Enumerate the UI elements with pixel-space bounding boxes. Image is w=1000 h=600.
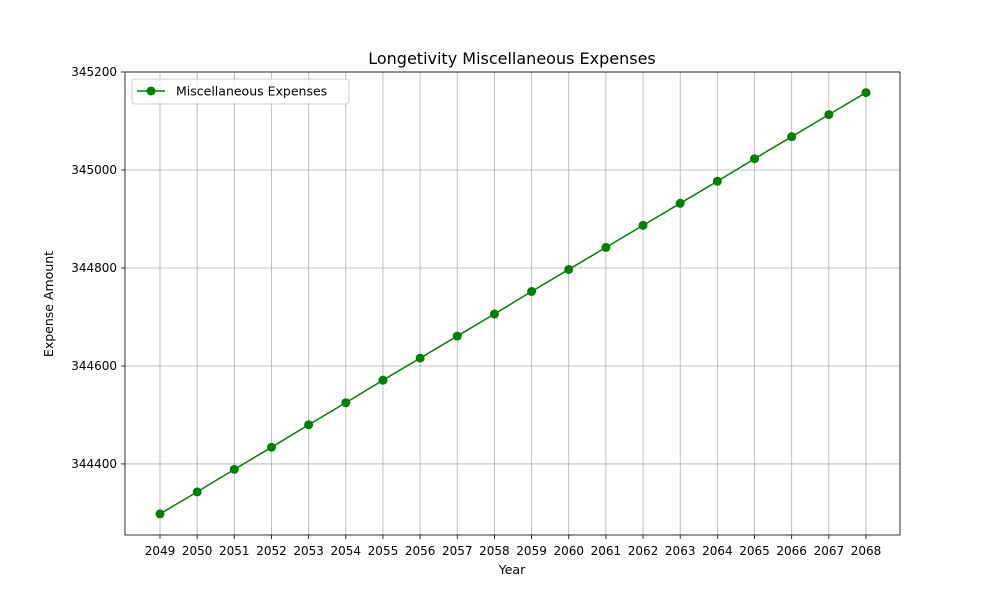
y-tick-label: 344600 [71, 359, 117, 373]
legend: Miscellaneous Expenses [131, 78, 350, 105]
x-tick-label: 2058 [479, 544, 510, 558]
legend-marker-swatch [146, 86, 156, 96]
series-line [159, 91, 867, 515]
data-point [304, 420, 314, 430]
y-tick-label: 345200 [71, 65, 117, 79]
data-point [712, 176, 722, 186]
plot-frame [124, 71, 901, 536]
y-tick-label: 344800 [71, 261, 117, 275]
x-tick-label: 2057 [442, 544, 473, 558]
data-point [378, 375, 388, 385]
legend-box [131, 78, 350, 105]
x-tick-label: 2066 [776, 544, 807, 558]
data-point [452, 331, 462, 341]
data-point [229, 464, 239, 474]
x-tick-label: 2063 [665, 544, 696, 558]
x-tick-label: 2052 [256, 544, 287, 558]
data-point [266, 442, 276, 452]
axes [121, 71, 901, 539]
legend-label: Miscellaneous Expenses [176, 84, 327, 99]
y-axis-title: Expense Amount [41, 251, 56, 357]
x-tick-label: 2060 [553, 544, 584, 558]
data-point [341, 398, 351, 408]
x-tick-label: 2059 [516, 544, 547, 558]
data-point [155, 509, 165, 519]
data-point [415, 353, 425, 363]
data-point [787, 132, 797, 142]
x-tick-label: 2049 [145, 544, 176, 558]
x-tick-label: 2061 [591, 544, 622, 558]
data-point [564, 264, 574, 274]
x-tick-label: 2068 [851, 544, 882, 558]
x-tick-label: 2051 [219, 544, 250, 558]
y-tick-label: 344400 [71, 457, 117, 471]
x-tick-label: 2056 [405, 544, 436, 558]
data-point [861, 88, 871, 98]
data-point [675, 198, 685, 208]
x-tick-label: 2064 [702, 544, 733, 558]
x-tick-label: 2065 [739, 544, 770, 558]
chart-title: Longetivity Miscellaneous Expenses [368, 49, 656, 68]
x-axis-title: Year [498, 562, 526, 577]
data-point [192, 487, 202, 497]
x-tick-label: 2062 [628, 544, 659, 558]
data-point [527, 286, 537, 296]
x-tick-label: 2055 [368, 544, 399, 558]
x-tick-label: 2053 [293, 544, 324, 558]
data-point [601, 242, 611, 252]
y-tick-label: 345000 [71, 163, 117, 177]
tick-labels: 2049 2050 2051 2052 2053 2054 2055 2056 2057 2058… [71, 65, 881, 558]
data-point [750, 154, 760, 164]
series-group [155, 88, 871, 519]
data-point [824, 110, 834, 120]
data-point [638, 220, 648, 230]
x-tick-label: 2054 [331, 544, 362, 558]
x-tick-label: 2067 [814, 544, 845, 558]
data-point [489, 309, 499, 319]
x-tick-label: 2050 [182, 544, 213, 558]
